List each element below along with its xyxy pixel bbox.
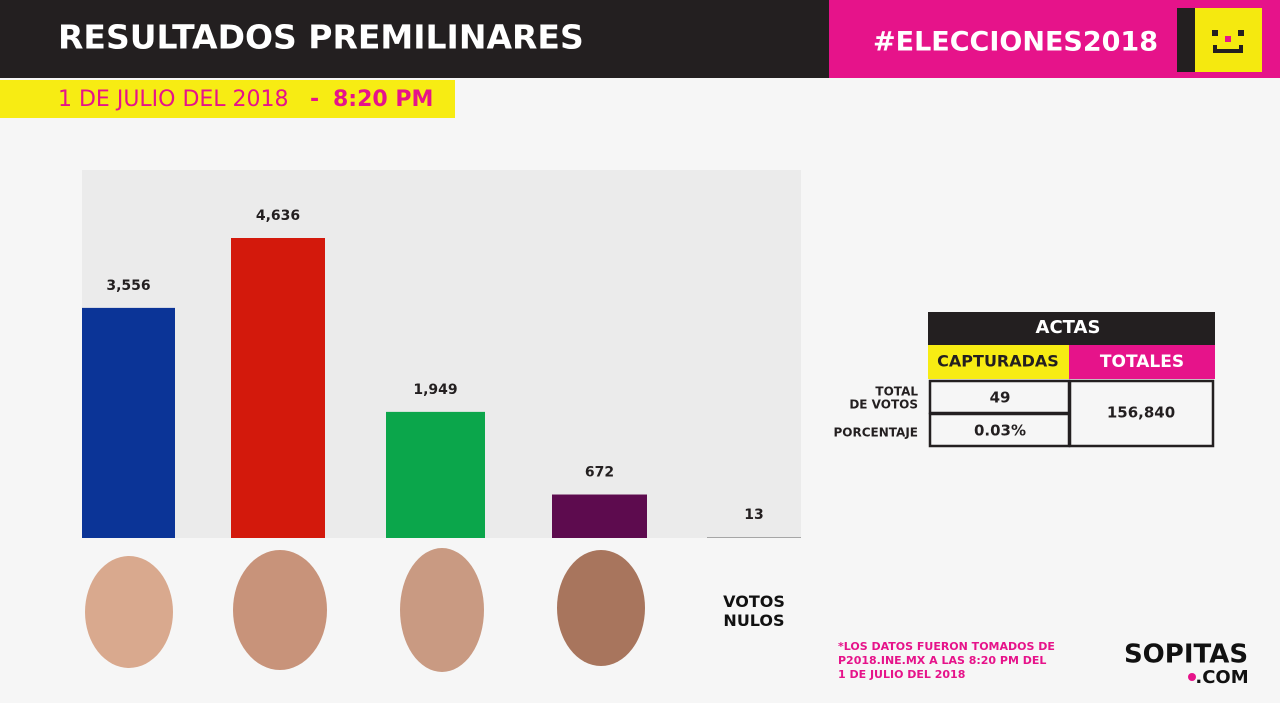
row-label: TOTAL [875, 385, 918, 399]
logo-nose [1225, 36, 1231, 42]
col-header: CAPTURADAS [937, 352, 1059, 371]
actas-title: ACTAS [1036, 317, 1101, 338]
cell-value: 0.03% [974, 422, 1026, 440]
row-label: DE VOTOS [849, 398, 918, 412]
bar [386, 411, 485, 538]
face [233, 550, 327, 670]
bar [231, 238, 325, 538]
captured-header [928, 345, 1069, 379]
bar [82, 307, 175, 538]
cell [1068, 379, 1215, 448]
bar [707, 537, 801, 538]
footnote: *LOS DATOS FUERON TOMADOS DE [838, 640, 1055, 653]
total-header [1069, 345, 1215, 379]
face [400, 548, 484, 672]
value-label: 1,949 [413, 382, 457, 398]
value-label: 13 [744, 507, 763, 523]
row-label: PORCENTAJE [834, 426, 919, 440]
header-bar [0, 0, 829, 78]
logo-eye [1238, 30, 1244, 36]
logo-smile [1213, 45, 1243, 53]
footnote: P2018.INE.MX A LAS 8:20 PM DEL [838, 654, 1046, 667]
face [85, 556, 173, 668]
actas-header [928, 312, 1215, 345]
hashtag: #ELECCIONES2018 [873, 27, 1158, 58]
separator: - [310, 87, 319, 112]
cell-value: 49 [990, 389, 1011, 407]
value-label: 4,636 [256, 208, 300, 224]
logo-name: SOPITAS [1124, 640, 1248, 670]
logo-dot [1188, 673, 1196, 681]
category-label: VOTOS NULOS [723, 592, 785, 630]
bar [552, 494, 647, 538]
cell-value: 156,840 [1107, 404, 1175, 422]
logo-domain: .COM [1195, 667, 1248, 688]
faces [85, 548, 645, 672]
value-label: 3,556 [106, 278, 150, 294]
time: 8:20 PM [333, 87, 433, 112]
date-bar [0, 80, 455, 118]
logo-eye [1212, 30, 1218, 36]
value-label: 672 [585, 465, 614, 481]
face [557, 550, 645, 666]
footnote: 1 DE JULIO DEL 2018 [838, 668, 965, 681]
date: 1 DE JULIO DEL 2018 [58, 87, 289, 112]
col-header: TOTALES [1100, 352, 1184, 372]
title: RESULTADOS PREMILINARES [58, 18, 584, 57]
